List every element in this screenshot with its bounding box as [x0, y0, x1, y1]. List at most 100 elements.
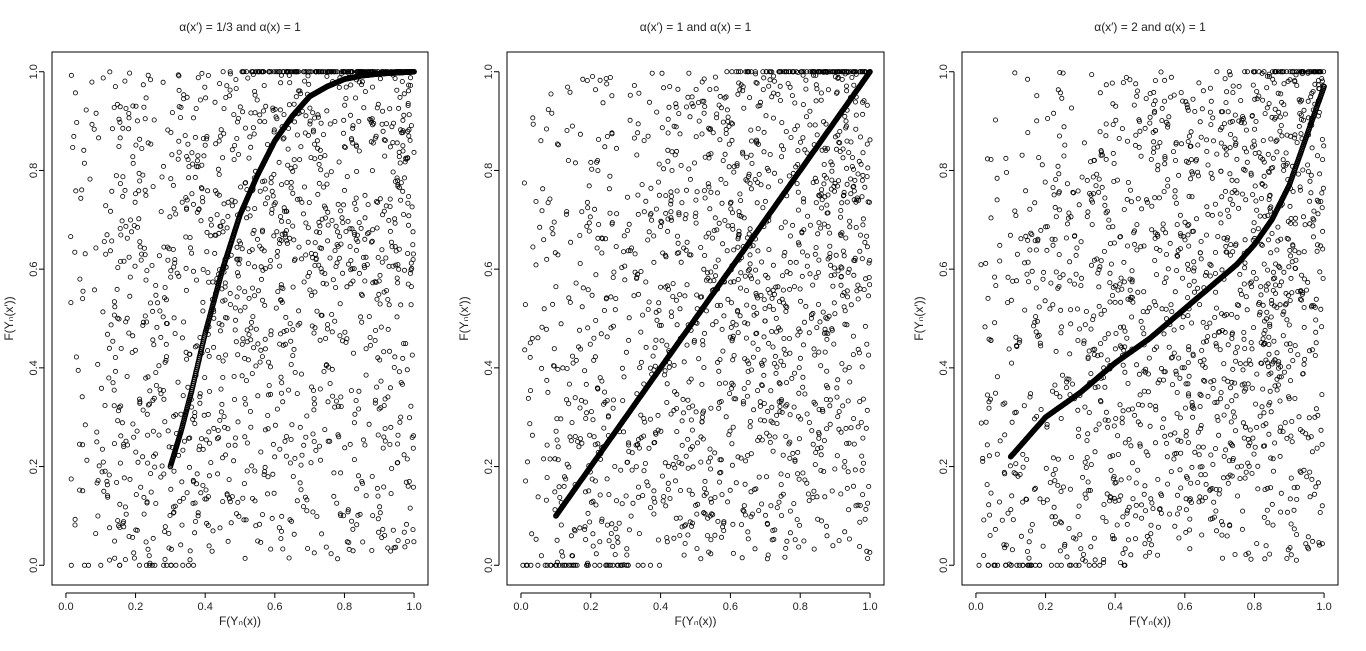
scatter-point — [1095, 384, 1101, 390]
scatter-point — [274, 69, 280, 75]
scatter-point — [527, 340, 533, 346]
scatter-point — [867, 137, 873, 143]
scatter-point — [280, 399, 286, 405]
scatter-point — [769, 404, 775, 410]
scatter-point — [1024, 496, 1030, 502]
scatter-point — [698, 294, 704, 300]
scatter-point — [138, 484, 144, 490]
scatter-point — [655, 427, 661, 433]
scatter-point — [218, 127, 224, 133]
scatter-point — [828, 262, 834, 268]
scatter-point — [79, 187, 85, 193]
scatter-point — [298, 371, 304, 377]
scatter-point — [679, 442, 685, 448]
scatter-point — [845, 469, 851, 475]
scatter-point — [131, 434, 137, 440]
scatter-point — [134, 224, 140, 230]
scatter-point — [1133, 502, 1139, 508]
scatter-point — [287, 235, 293, 241]
scatter-point — [155, 300, 161, 306]
scatter-point — [845, 269, 851, 275]
scatter-point — [855, 296, 861, 302]
scatter-point — [1060, 70, 1066, 76]
scatter-point — [664, 535, 670, 541]
scatter-point — [1124, 196, 1130, 202]
scatter-point — [140, 407, 146, 413]
scatter-point — [199, 70, 205, 76]
scatter-point — [1270, 456, 1276, 462]
scatter-point — [136, 188, 142, 194]
scatter-point — [611, 269, 617, 275]
scatter-point — [394, 314, 400, 320]
scatter-point — [401, 529, 407, 535]
scatter-point — [400, 188, 406, 194]
scatter-point — [730, 424, 736, 430]
scatter-point — [199, 186, 205, 192]
scatter-point — [340, 202, 346, 208]
scatter-point — [761, 372, 767, 378]
y-tick-label: 0.0 — [483, 558, 495, 573]
scatter-point — [279, 218, 285, 224]
scatter-point — [834, 385, 840, 391]
scatter-point — [817, 319, 823, 325]
scatter-point — [577, 131, 583, 137]
scatter-point — [360, 254, 366, 260]
scatter-point — [406, 133, 412, 139]
scatter-point — [854, 288, 860, 294]
scatter-point — [734, 163, 740, 169]
scatter-point — [656, 192, 662, 198]
scatter-point — [376, 291, 382, 297]
scatter-point — [1012, 70, 1018, 76]
scatter-point — [410, 484, 416, 490]
scatter-point — [270, 193, 276, 199]
scatter-point — [341, 144, 347, 150]
scatter-point — [1169, 309, 1175, 315]
scatter-point — [771, 78, 777, 84]
scatter-point — [183, 287, 189, 293]
scatter-point — [662, 252, 668, 258]
scatter-point — [723, 126, 729, 132]
scatter-point — [1057, 70, 1063, 76]
scatter-point — [367, 334, 373, 340]
scatter-point — [138, 257, 144, 263]
scatter-point — [666, 364, 672, 370]
scatter-point — [221, 131, 227, 137]
scatter-point — [1302, 222, 1308, 228]
scatter-point — [861, 287, 867, 293]
scatter-point — [346, 70, 352, 76]
scatter-point — [722, 380, 728, 386]
scatter-point — [248, 319, 254, 325]
scatter-point — [648, 505, 654, 511]
scatter-point — [682, 216, 688, 222]
scatter-point — [641, 468, 647, 474]
scatter-point — [609, 131, 615, 137]
scatter-point — [70, 144, 76, 150]
scatter-point — [1148, 156, 1154, 162]
scatter-point — [1060, 272, 1066, 278]
scatter-point — [784, 304, 790, 310]
scatter-point — [1137, 128, 1143, 134]
scatter-point — [1158, 510, 1164, 516]
scatter-point — [159, 463, 165, 469]
scatter-point — [381, 434, 387, 440]
scatter-point — [651, 233, 657, 239]
scatter-point — [708, 151, 714, 157]
scatter-point — [288, 518, 294, 524]
scatter-point — [1090, 174, 1096, 180]
scatter-point — [107, 557, 113, 563]
scatter-point — [858, 419, 864, 425]
scatter-point — [795, 332, 801, 338]
scatter-point — [634, 152, 640, 158]
scatter-point — [200, 308, 206, 314]
scatter-point — [343, 96, 349, 102]
scatter-point — [375, 516, 381, 522]
scatter-point — [586, 228, 592, 234]
scatter-point — [165, 127, 171, 133]
scatter-point — [173, 211, 179, 217]
scatter-point — [1291, 526, 1297, 532]
scatter-point — [1275, 238, 1281, 244]
scatter-point — [838, 273, 844, 279]
scatter-point — [158, 334, 164, 340]
scatter-point — [800, 249, 806, 255]
scatter-point — [719, 492, 725, 498]
